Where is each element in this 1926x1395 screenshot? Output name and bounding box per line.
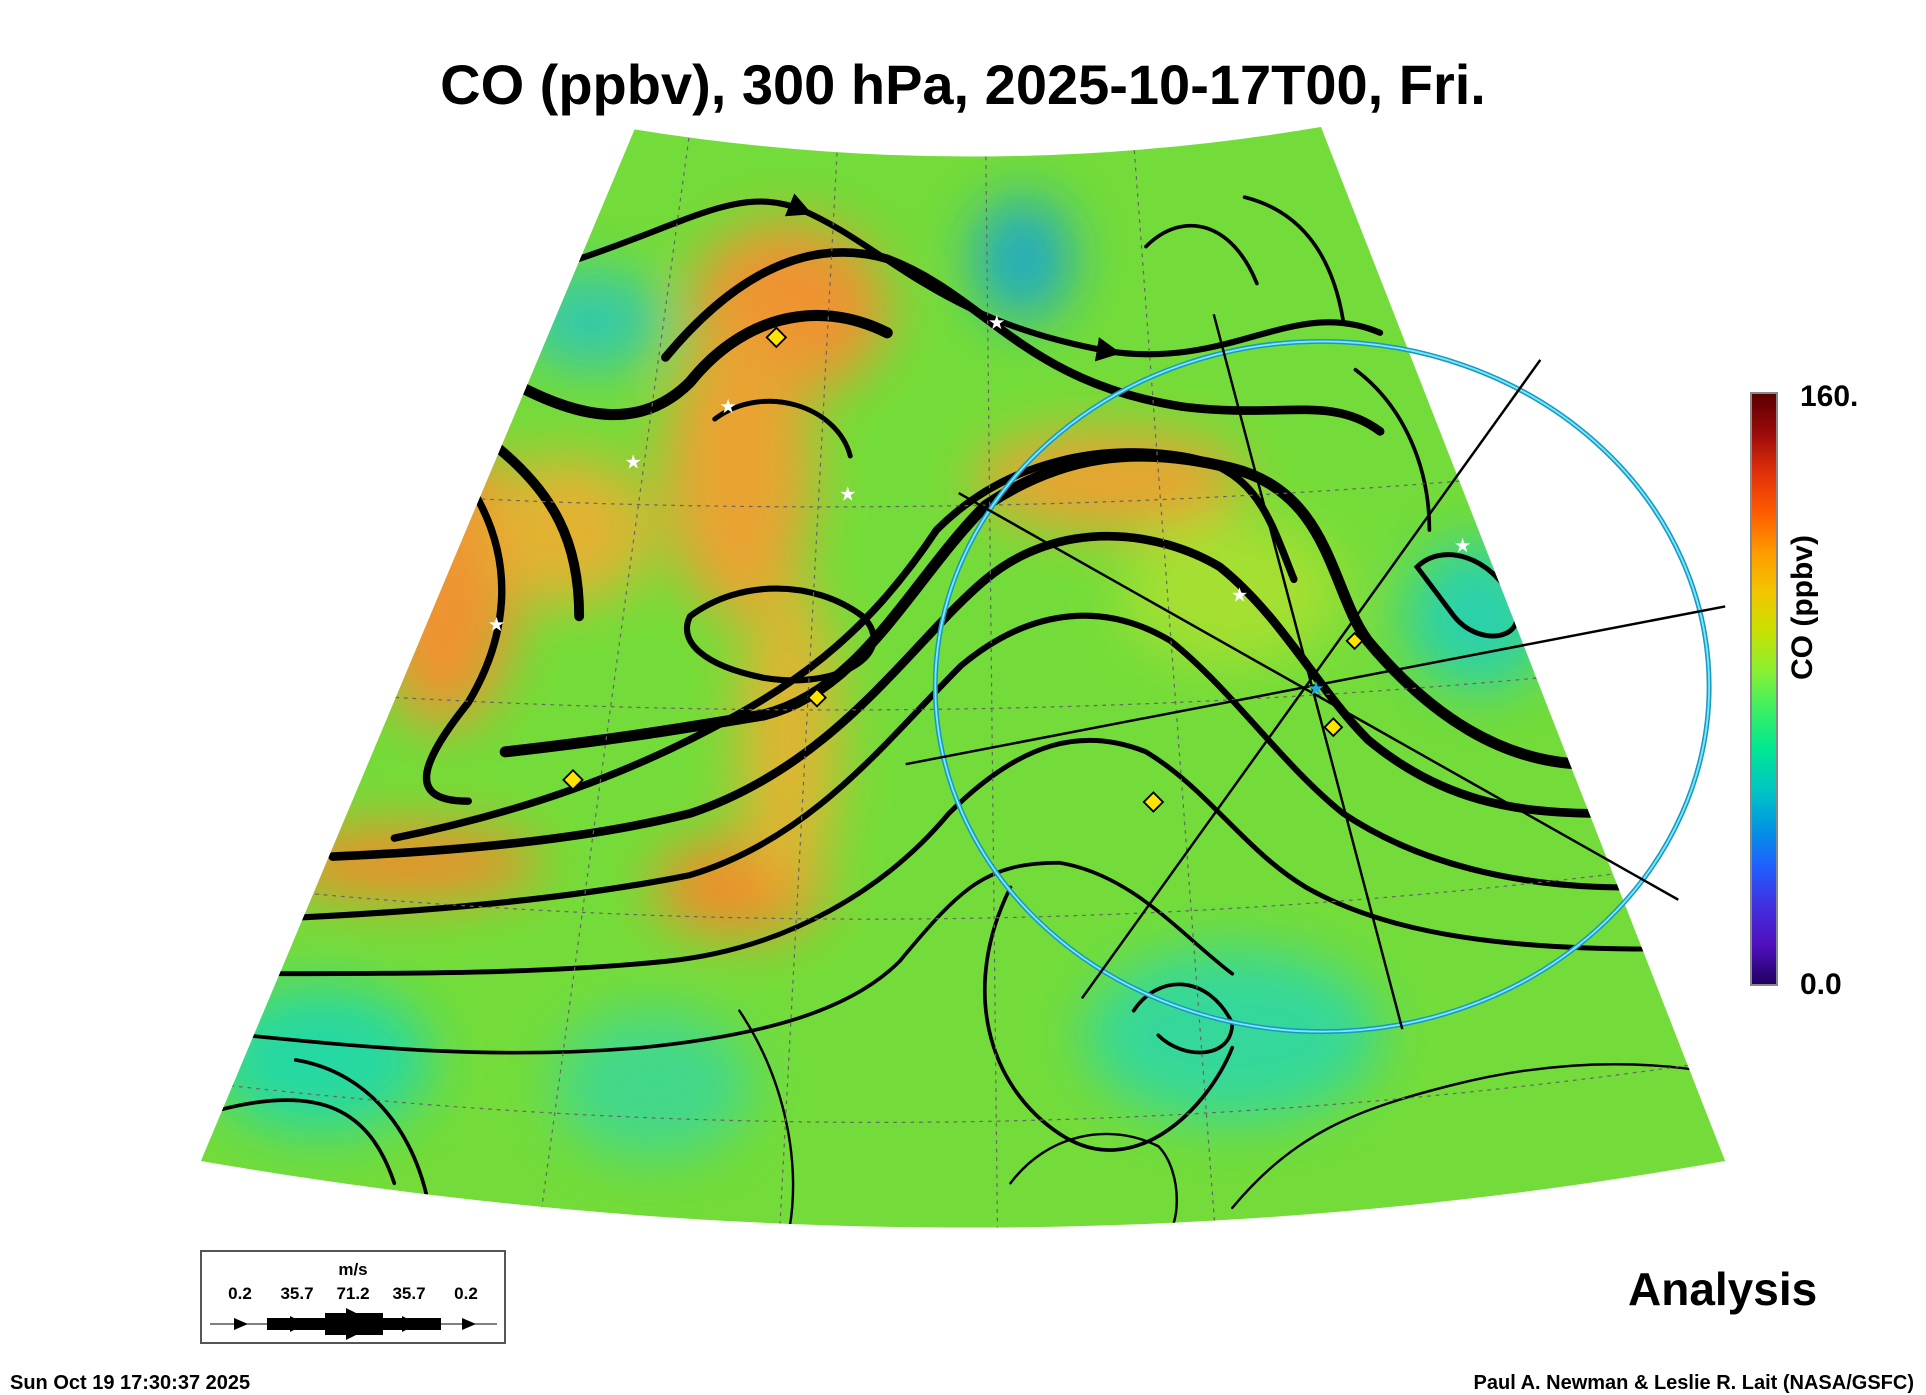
legend-value: 0.2 [228, 1284, 252, 1303]
svg-text:★: ★ [488, 614, 506, 636]
page-title: CO (ppbv), 300 hPa, 2025-10-17T00, Fri. [440, 53, 1486, 116]
colorbar [1750, 392, 1778, 986]
co-field [200, 126, 1726, 1228]
wind-speed-legend: m/s 0.2 35.7 71.2 35.7 0.2 [200, 1250, 506, 1344]
star-markers: ★ ★ ★ ★ ★ ★ ★ ★ [488, 312, 1472, 700]
legend-value: 71.2 [336, 1284, 370, 1303]
footer-credit: Paul A. Newman & Leslie R. Lait (NASA/GS… [1473, 1372, 1914, 1394]
legend-arrow-scale [210, 1308, 497, 1340]
svg-text:★: ★ [839, 483, 857, 505]
graticule [221, 129, 1726, 1228]
legend-unit: m/s [338, 1260, 368, 1279]
svg-text:★: ★ [719, 396, 737, 418]
svg-text:★: ★ [1307, 678, 1325, 700]
cross-section-overlay [905, 313, 1726, 1035]
svg-text:★: ★ [988, 312, 1006, 334]
legend-value: 35.7 [392, 1284, 426, 1303]
legend-value: 35.7 [280, 1284, 314, 1303]
svg-text:★: ★ [625, 451, 643, 473]
colorbar-title: CO (ppbv) [1786, 535, 1819, 680]
site-markers [562, 326, 1364, 813]
svg-text:★: ★ [1231, 584, 1249, 606]
wind-streamlines [219, 193, 1715, 1228]
product-label: Analysis [1628, 1263, 1818, 1315]
svg-text:★: ★ [1454, 535, 1472, 557]
colorbar-min-label: 0.0 [1800, 968, 1842, 1001]
legend-value: 0.2 [454, 1284, 478, 1303]
footer-timestamp: Sun Oct 19 17:30:37 2025 [10, 1372, 251, 1394]
colorbar-max-label: 160. [1800, 380, 1859, 413]
